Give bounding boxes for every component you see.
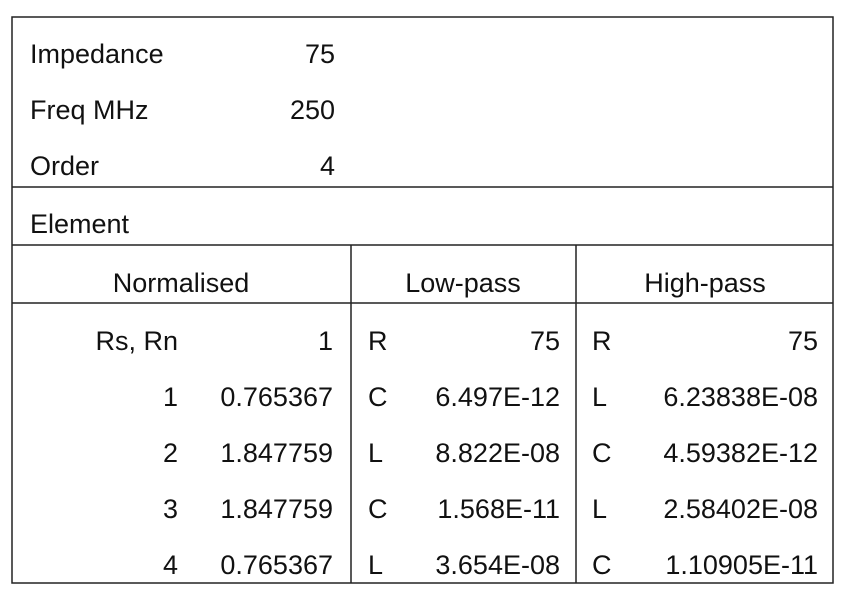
column-header: Normalised xyxy=(113,268,250,298)
table-cell: R xyxy=(592,326,612,356)
table-cell: 1 xyxy=(318,326,333,356)
table-cell: C xyxy=(368,494,388,524)
param-value: 250 xyxy=(290,95,335,125)
table-cell: L xyxy=(368,550,383,580)
table-cell: L xyxy=(592,382,607,412)
table-cell: C xyxy=(592,438,612,468)
param-value: 75 xyxy=(305,39,335,69)
table-cell: C xyxy=(592,550,612,580)
param-label: Freq MHz xyxy=(30,95,149,125)
table-cell: L xyxy=(592,494,607,524)
param-value: 4 xyxy=(320,151,335,181)
table-cell: 8.822E-08 xyxy=(435,438,560,468)
table-cell: C xyxy=(368,382,388,412)
table-cell: 3.654E-08 xyxy=(435,550,560,580)
table-cell: 6.497E-12 xyxy=(435,382,560,412)
table-cell: L xyxy=(368,438,383,468)
column-header: Low-pass xyxy=(405,268,521,298)
table-cell: 4.59382E-12 xyxy=(663,438,818,468)
table-cell: Rs, Rn xyxy=(95,326,178,356)
table-cell: R xyxy=(368,326,388,356)
table-border xyxy=(11,16,834,584)
table-cell: 2.58402E-08 xyxy=(663,494,818,524)
table-cell: 0.765367 xyxy=(220,550,333,580)
table-cell: 75 xyxy=(788,326,818,356)
param-label: Impedance xyxy=(30,39,164,69)
table-cell: 4 xyxy=(163,550,178,580)
element-label: Element xyxy=(30,209,130,239)
table-cell: 1.847759 xyxy=(220,438,333,468)
column-header: High-pass xyxy=(644,268,766,298)
table-cell: 0.765367 xyxy=(220,382,333,412)
table-cell: 6.23838E-08 xyxy=(663,382,818,412)
table-cell: 3 xyxy=(163,494,178,524)
table-cell: 1.10905E-11 xyxy=(665,550,818,580)
table-cell: 1 xyxy=(163,382,178,412)
table-cell: 2 xyxy=(163,438,178,468)
param-label: Order xyxy=(30,151,99,181)
table-cell: 1.568E-11 xyxy=(437,494,560,524)
table-cell: 75 xyxy=(530,326,560,356)
table-cell: 1.847759 xyxy=(220,494,333,524)
